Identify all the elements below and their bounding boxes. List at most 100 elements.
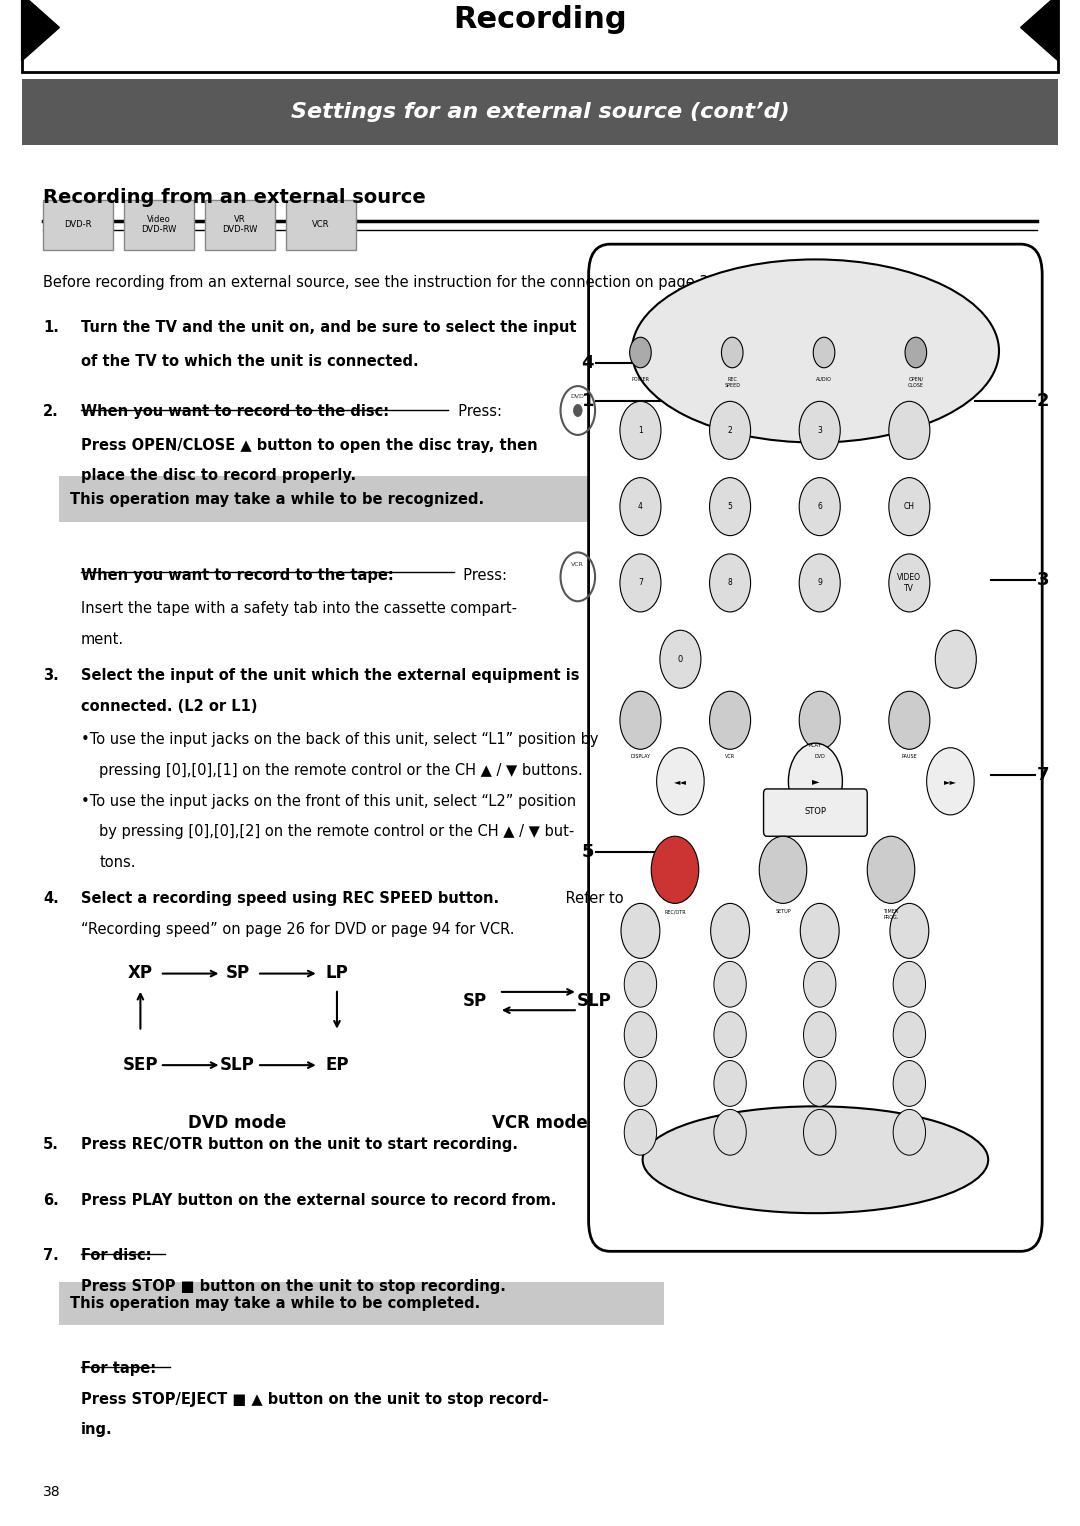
Text: 1: 1 — [638, 426, 643, 435]
Circle shape — [714, 1012, 746, 1058]
FancyBboxPatch shape — [764, 789, 867, 836]
Text: ►►: ►► — [944, 777, 957, 786]
Circle shape — [935, 630, 976, 688]
Text: DVD-R: DVD-R — [64, 220, 92, 229]
Text: 4.: 4. — [43, 891, 59, 906]
Ellipse shape — [643, 1106, 988, 1213]
Circle shape — [813, 337, 835, 368]
Circle shape — [905, 337, 927, 368]
Text: VR
DVD-RW: VR DVD-RW — [222, 215, 257, 233]
Text: 5: 5 — [728, 502, 732, 511]
Circle shape — [799, 478, 840, 536]
Text: ►: ► — [812, 777, 819, 786]
Text: 6.: 6. — [43, 1193, 59, 1209]
Text: SLP: SLP — [220, 1056, 255, 1074]
Circle shape — [710, 401, 751, 459]
Circle shape — [620, 691, 661, 749]
Text: 2.: 2. — [43, 404, 59, 420]
Text: Video
DVD-RW: Video DVD-RW — [141, 215, 176, 233]
Text: PAUSE: PAUSE — [902, 754, 917, 758]
Circle shape — [799, 401, 840, 459]
Text: 1: 1 — [581, 392, 594, 410]
Circle shape — [621, 903, 660, 958]
Circle shape — [710, 554, 751, 612]
FancyBboxPatch shape — [59, 1282, 664, 1325]
Text: 2: 2 — [1037, 392, 1050, 410]
Text: by pressing [0],[0],[2] on the remote control or the CH ▲ / ▼ but-: by pressing [0],[0],[2] on the remote co… — [99, 824, 575, 839]
Text: 38: 38 — [43, 1485, 60, 1499]
FancyBboxPatch shape — [43, 200, 113, 250]
Circle shape — [799, 554, 840, 612]
Text: SP: SP — [226, 964, 249, 983]
Text: 2: 2 — [728, 426, 732, 435]
Circle shape — [573, 404, 582, 417]
Text: EP: EP — [325, 1056, 349, 1074]
Text: 1.: 1. — [43, 320, 59, 336]
Text: REC/OTR: REC/OTR — [664, 909, 686, 914]
Text: place the disc to record properly.: place the disc to record properly. — [81, 468, 356, 484]
Text: Select the input of the unit which the external equipment is: Select the input of the unit which the e… — [81, 668, 580, 684]
Text: SETUP: SETUP — [775, 909, 791, 914]
Circle shape — [889, 401, 930, 459]
Circle shape — [867, 836, 915, 903]
Text: VCR mode: VCR mode — [492, 1114, 588, 1132]
Circle shape — [804, 1109, 836, 1155]
Text: REC
SPEED: REC SPEED — [725, 377, 740, 388]
Circle shape — [893, 1012, 926, 1058]
Text: Press:: Press: — [449, 404, 502, 420]
Circle shape — [620, 478, 661, 536]
Polygon shape — [22, 0, 59, 61]
Text: Press STOP ■ button on the unit to stop recording.: Press STOP ■ button on the unit to stop … — [81, 1279, 505, 1294]
Text: 4: 4 — [638, 502, 643, 511]
Text: TIMER
PROG.: TIMER PROG. — [883, 909, 899, 920]
Text: STOP: STOP — [805, 807, 826, 816]
Text: 7: 7 — [1037, 766, 1050, 784]
Text: POWER: POWER — [632, 377, 649, 382]
Text: 8: 8 — [728, 578, 732, 588]
Text: “Recording speed” on page 26 for DVD or page 94 for VCR.: “Recording speed” on page 26 for DVD or … — [81, 922, 514, 937]
Polygon shape — [1021, 0, 1058, 61]
Text: 5.: 5. — [43, 1137, 59, 1152]
Text: tons.: tons. — [99, 855, 136, 870]
Text: DVD: DVD — [571, 394, 584, 400]
Text: DVD: DVD — [814, 754, 825, 758]
Text: Recording from an external source: Recording from an external source — [43, 188, 426, 206]
Text: ment.: ment. — [81, 632, 124, 647]
Text: VIDEO
TV: VIDEO TV — [897, 574, 921, 592]
FancyBboxPatch shape — [205, 200, 275, 250]
Text: DISPLAY: DISPLAY — [631, 754, 650, 758]
Text: PLAY: PLAY — [809, 743, 822, 748]
Text: 6: 6 — [818, 502, 822, 511]
Text: Press OPEN/CLOSE ▲ button to open the disc tray, then: Press OPEN/CLOSE ▲ button to open the di… — [81, 438, 538, 453]
Circle shape — [710, 691, 751, 749]
Text: Press:: Press: — [454, 568, 507, 583]
Text: Press PLAY button on the external source to record from.: Press PLAY button on the external source… — [81, 1193, 556, 1209]
Circle shape — [657, 748, 704, 815]
FancyBboxPatch shape — [286, 200, 356, 250]
FancyBboxPatch shape — [589, 244, 1042, 1251]
Text: 9: 9 — [818, 578, 822, 588]
Text: Turn the TV and the unit on, and be sure to select the input: Turn the TV and the unit on, and be sure… — [81, 320, 577, 336]
Ellipse shape — [632, 259, 999, 443]
Text: 3: 3 — [1037, 571, 1050, 589]
Circle shape — [620, 554, 661, 612]
Circle shape — [804, 961, 836, 1007]
Text: 7: 7 — [638, 578, 643, 588]
Text: When you want to record to the disc:: When you want to record to the disc: — [81, 404, 389, 420]
Text: Refer to: Refer to — [561, 891, 623, 906]
Circle shape — [893, 1061, 926, 1106]
Text: of the TV to which the unit is connected.: of the TV to which the unit is connected… — [81, 354, 419, 369]
Circle shape — [711, 903, 750, 958]
Circle shape — [889, 691, 930, 749]
Circle shape — [759, 836, 807, 903]
Circle shape — [804, 1012, 836, 1058]
Text: SP: SP — [463, 992, 487, 1010]
Text: CH: CH — [904, 502, 915, 511]
Circle shape — [620, 401, 661, 459]
Text: For disc:: For disc: — [81, 1248, 151, 1264]
Text: ◄◄: ◄◄ — [674, 777, 687, 786]
Text: 7.: 7. — [43, 1248, 59, 1264]
Circle shape — [799, 691, 840, 749]
FancyBboxPatch shape — [124, 200, 194, 250]
Text: Recording: Recording — [454, 5, 626, 35]
